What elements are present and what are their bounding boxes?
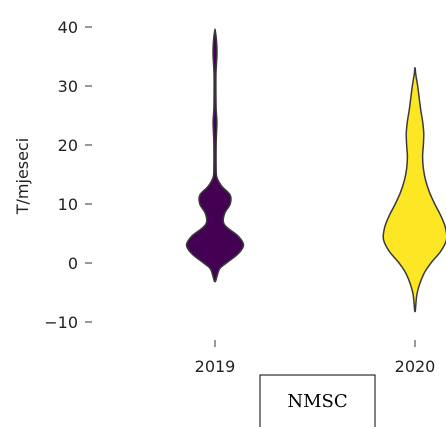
y-tick-label-5: 40 <box>58 18 78 37</box>
legend-label: NMSC <box>287 391 347 412</box>
y-tick-label-4: 30 <box>58 77 78 96</box>
violin-2020 <box>382 67 446 313</box>
y-tick-label-2: 10 <box>58 195 78 214</box>
y-axis-title: T/mjeseci <box>13 138 32 215</box>
x-tick-label-0: 2019 <box>195 357 236 376</box>
violin-2019 <box>185 28 245 283</box>
y-tick-label-3: 20 <box>58 136 78 155</box>
legend-border <box>259 374 376 427</box>
y-tick-label-0: −10 <box>44 313 78 332</box>
y-tick-label-1: 0 <box>68 254 78 273</box>
x-tick-label-1: 2020 <box>395 357 436 376</box>
violins <box>185 28 446 313</box>
y-axis: −10 0 10 20 30 40 <box>44 18 92 332</box>
legend-box: NMSC <box>259 374 376 427</box>
x-axis: 2019 2020 <box>195 340 436 376</box>
